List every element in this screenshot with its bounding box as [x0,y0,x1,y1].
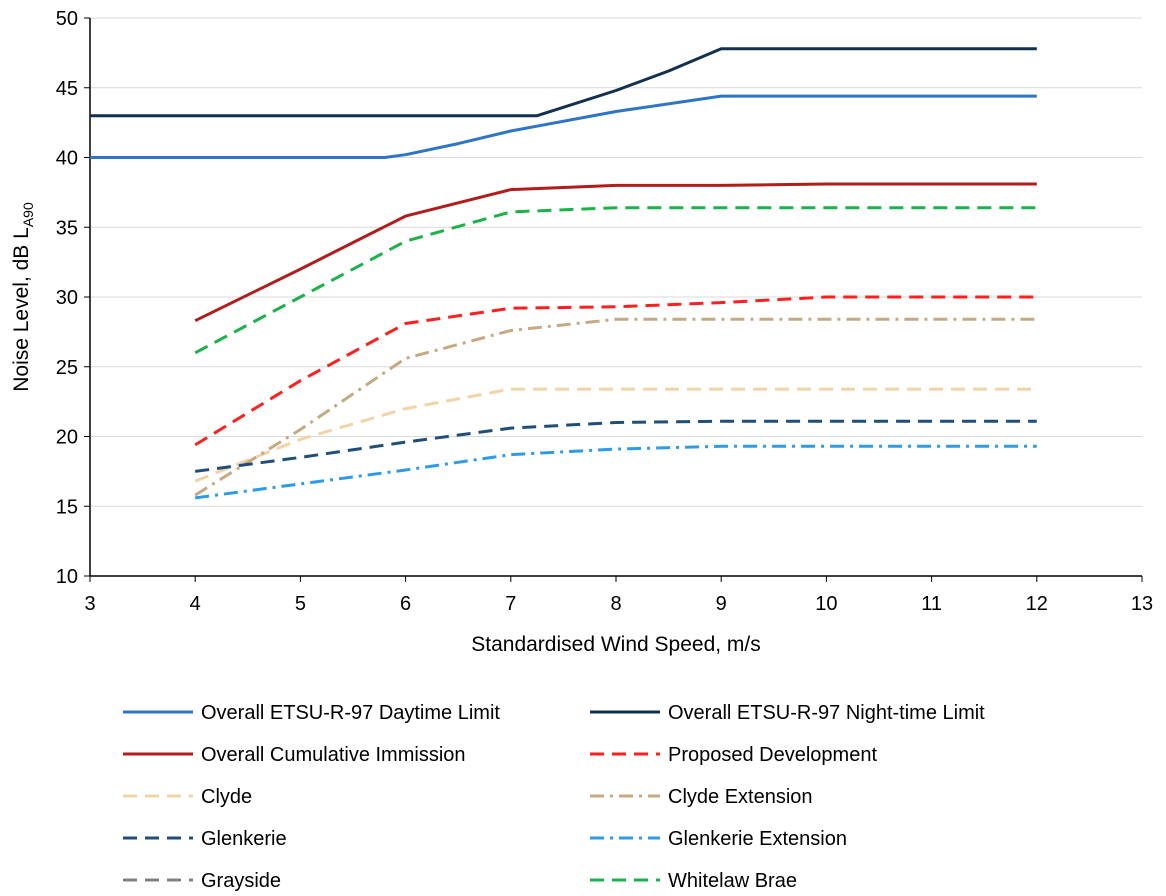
y-tick-label: 30 [56,287,78,309]
x-tick-label: 9 [716,593,727,615]
legend-label: Overall ETSU-R-97 Daytime Limit [201,702,500,724]
series-line-9 [194,206,1037,355]
y-tick-label: 45 [56,78,78,100]
axes [84,17,1143,582]
x-tick-label: 3 [84,593,95,615]
y-axis-title: Noise Level, dB LA90 [10,202,36,392]
series-line-3 [194,295,1037,447]
series-line-7 [195,444,1037,500]
x-tick-label: 6 [400,593,411,615]
x-tick-label: 13 [1131,593,1153,615]
y-tick-label: 10 [56,566,78,588]
x-tick-label: 8 [610,593,621,615]
series-line-6 [195,419,1037,473]
series-lines [90,47,1037,500]
series-line-2 [194,182,1037,323]
series-line-5 [194,317,1037,497]
legend-label: Overall ETSU-R-97 Night-time Limit [668,702,985,724]
x-tick-labels: 3 4 5 6 7 8 9 10 11 12 13 [84,593,1153,615]
x-axis-title: Standardised Wind Speed, m/s [471,633,761,656]
legend-label: Proposed Development [668,744,877,766]
y-tick-label: 20 [56,427,78,449]
legend-label: Whitelaw Brae [668,870,797,892]
y-tick-labels: 10 15 20 25 30 35 40 45 50 [56,8,78,588]
legend-label: Overall Cumulative Immission [201,744,466,766]
x-tick-label: 7 [505,593,516,615]
y-tick-label: 25 [56,357,78,379]
y-tick-label: 15 [56,496,78,518]
series-line-4 [194,387,1037,483]
y-axis-title-main: Noise Level, dB L [10,227,33,392]
y-tick-label: 40 [56,148,78,170]
y-tick-label: 50 [56,8,78,30]
y-axis-title-subscript: A90 [20,202,36,227]
x-tick-label: 11 [921,593,942,615]
x-tick-label: 5 [295,593,306,615]
x-tick-label: 12 [1026,593,1048,615]
series-line-1 [90,47,1037,118]
legend-label: Glenkerie [201,828,287,850]
x-tick-label: 4 [190,593,201,615]
y-tick-label: 35 [56,217,78,239]
legend: Overall ETSU-R-97 Daytime Limit Overall E… [123,702,985,892]
legend-label: Clyde Extension [668,786,813,808]
series-line-0 [90,94,1037,159]
legend-label: Clyde [201,786,252,808]
x-tick-label: 10 [815,593,837,615]
legend-label: Glenkerie Extension [668,828,847,850]
legend-label: Grayside [201,870,281,892]
